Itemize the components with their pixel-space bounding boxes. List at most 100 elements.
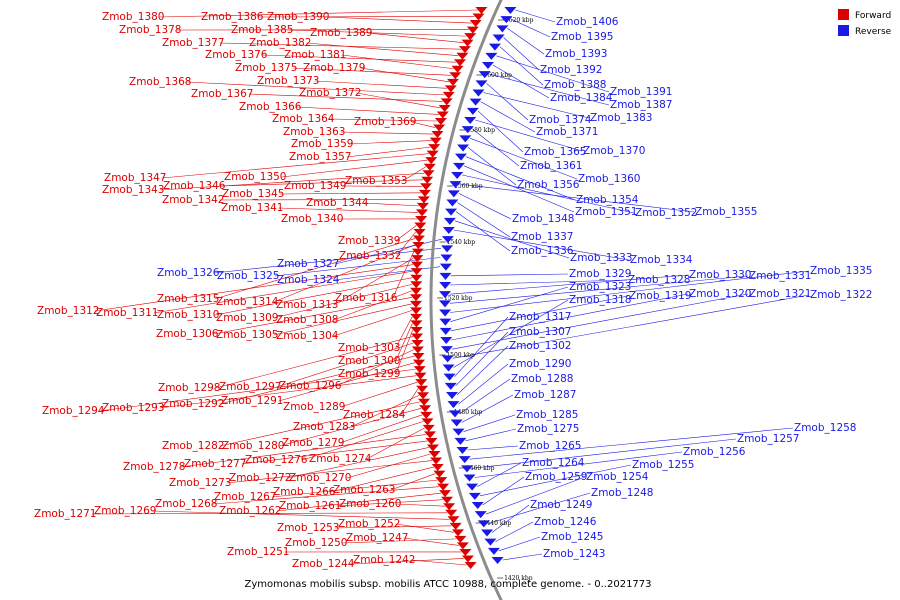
forward-gene-label[interactable]: Zmob_1357 [289,151,351,163]
reverse-gene-label[interactable]: Zmob_1255 [632,459,694,471]
forward-gene-label[interactable]: Zmob_1312 [37,305,99,317]
reverse-gene-label[interactable]: Zmob_1395 [551,31,613,43]
forward-gene-label[interactable]: Zmob_1276 [245,454,308,466]
reverse-gene-label[interactable]: Zmob_1307 [509,326,571,338]
forward-gene-label[interactable]: Zmob_1314 [216,296,279,308]
reverse-gene-label[interactable]: Zmob_1387 [610,99,672,111]
reverse-gene-label[interactable]: Zmob_1391 [610,86,672,98]
reverse-gene-label[interactable]: Zmob_1246 [534,516,597,528]
reverse-gene-label[interactable]: Zmob_1374 [529,114,592,126]
forward-gene-label[interactable]: Zmob_1385 [231,24,293,36]
forward-gene-label[interactable]: Zmob_1269 [94,505,156,517]
forward-gene-label[interactable]: Zmob_1344 [306,197,369,209]
reverse-gene-label[interactable]: Zmob_1323 [569,281,631,293]
forward-gene-label[interactable]: Zmob_1339 [338,235,400,247]
reverse-gene-label[interactable]: Zmob_1393 [545,48,607,60]
reverse-gene-label[interactable]: Zmob_1326 [157,267,220,279]
forward-gene-label[interactable]: Zmob_1380 [102,11,164,23]
forward-gene-label[interactable]: Zmob_1271 [34,508,96,520]
forward-gene-label[interactable]: Zmob_1373 [257,75,319,87]
reverse-gene-label[interactable]: Zmob_1257 [737,433,799,445]
reverse-gene-label[interactable]: Zmob_1361 [520,160,582,172]
reverse-gene-label[interactable]: Zmob_1327 [277,258,339,270]
reverse-gene-label[interactable]: Zmob_1337 [511,231,573,243]
forward-gene-label[interactable]: Zmob_1300 [338,355,400,367]
forward-gene-label[interactable]: Zmob_1294 [42,405,105,417]
reverse-gene-label[interactable]: Zmob_1248 [591,487,653,499]
forward-gene-label[interactable]: Zmob_1253 [277,522,339,534]
forward-gene-label[interactable]: Zmob_1377 [162,37,224,49]
forward-gene-label[interactable]: Zmob_1291 [221,395,283,407]
forward-gene-label[interactable]: Zmob_1309 [216,312,278,324]
reverse-gene-label[interactable]: Zmob_1392 [540,64,602,76]
forward-gene-label[interactable]: Zmob_1310 [157,309,219,321]
reverse-gene-label[interactable]: Zmob_1365 [524,146,586,158]
forward-gene-label[interactable]: Zmob_1342 [162,194,224,206]
forward-gene-label[interactable]: Zmob_1273 [169,477,231,489]
reverse-gene-label[interactable]: Zmob_1355 [695,206,757,218]
forward-gene-label[interactable]: Zmob_1389 [310,27,372,39]
forward-gene-label[interactable]: Zmob_1366 [239,101,302,113]
forward-gene-label[interactable]: Zmob_1375 [235,62,297,74]
reverse-gene-label[interactable]: Zmob_1302 [509,340,571,352]
forward-gene-label[interactable]: Zmob_1251 [227,546,289,558]
reverse-gene-label[interactable]: Zmob_1370 [583,145,645,157]
forward-gene-label[interactable]: Zmob_1381 [284,49,346,61]
reverse-gene-label[interactable]: Zmob_1383 [590,112,652,124]
forward-gene-label[interactable]: Zmob_1313 [276,299,338,311]
reverse-gene-label[interactable]: Zmob_1384 [550,92,613,104]
reverse-gene-label[interactable]: Zmob_1290 [509,358,571,370]
forward-gene-label[interactable]: Zmob_1282 [162,440,224,452]
forward-gene-label[interactable]: Zmob_1332 [339,250,401,262]
forward-gene-label[interactable]: Zmob_1267 [214,491,276,503]
forward-gene-label[interactable]: Zmob_1350 [224,171,286,183]
reverse-gene-label[interactable]: Zmob_1348 [512,213,574,225]
reverse-gene-label[interactable]: Zmob_1318 [569,294,631,306]
forward-gene-label[interactable]: Zmob_1386 [201,11,264,23]
reverse-gene-label[interactable]: Zmob_1265 [519,440,581,452]
forward-gene-label[interactable]: Zmob_1306 [156,328,219,340]
forward-gene-label[interactable]: Zmob_1261 [279,500,341,512]
reverse-gene-label[interactable]: Zmob_1334 [630,254,693,266]
forward-gene-label[interactable]: Zmob_1359 [291,138,353,150]
forward-gene-label[interactable]: Zmob_1316 [335,292,398,304]
reverse-gene-label[interactable]: Zmob_1388 [544,79,606,91]
reverse-gene-label[interactable]: Zmob_1329 [569,268,631,280]
reverse-gene-label[interactable]: Zmob_1258 [794,422,856,434]
reverse-gene-label[interactable]: Zmob_1324 [277,274,340,286]
forward-gene-label[interactable]: Zmob_1268 [155,498,217,510]
forward-gene-label[interactable]: Zmob_1364 [272,113,335,125]
reverse-gene-label[interactable]: Zmob_1351 [575,206,637,218]
forward-gene-label[interactable]: Zmob_1308 [276,314,338,326]
forward-gene-label[interactable]: Zmob_1293 [102,402,164,414]
forward-gene-label[interactable]: Zmob_1262 [219,505,281,517]
forward-gene-label[interactable]: Zmob_1305 [216,329,278,341]
forward-gene-label[interactable]: Zmob_1292 [162,398,224,410]
reverse-gene-label[interactable]: Zmob_1325 [217,270,279,282]
forward-gene-label[interactable]: Zmob_1260 [339,498,401,510]
forward-gene-label[interactable]: Zmob_1304 [276,330,339,342]
forward-gene-label[interactable]: Zmob_1311 [96,307,158,319]
forward-gene-label[interactable]: Zmob_1376 [205,49,268,61]
forward-gene-label[interactable]: Zmob_1382 [249,37,311,49]
forward-gene-label[interactable]: Zmob_1298 [158,382,220,394]
reverse-gene-label[interactable]: Zmob_1317 [509,311,571,323]
forward-gene-label[interactable]: Zmob_1315 [157,293,219,305]
reverse-gene-label[interactable]: Zmob_1371 [536,126,598,138]
forward-gene-label[interactable]: Zmob_1244 [292,558,355,570]
reverse-gene-label[interactable]: Zmob_1319 [629,290,691,302]
forward-gene-label[interactable]: Zmob_1266 [273,486,336,498]
forward-gene-label[interactable]: Zmob_1368 [129,76,191,88]
forward-gene-label[interactable]: Zmob_1242 [353,554,415,566]
forward-gene-label[interactable]: Zmob_1289 [283,401,345,413]
forward-gene-label[interactable]: Zmob_1343 [102,184,164,196]
forward-gene-label[interactable]: Zmob_1345 [222,188,284,200]
forward-gene-label[interactable]: Zmob_1340 [281,213,343,225]
forward-gene-label[interactable]: Zmob_1296 [279,380,342,392]
reverse-gene-label[interactable]: Zmob_1333 [570,252,632,264]
reverse-gene-label[interactable]: Zmob_1285 [516,409,578,421]
forward-gene-label[interactable]: Zmob_1303 [338,342,400,354]
forward-gene-label[interactable]: Zmob_1390 [267,11,329,23]
forward-gene-label[interactable]: Zmob_1272 [229,472,291,484]
forward-gene-label[interactable]: Zmob_1379 [303,62,365,74]
